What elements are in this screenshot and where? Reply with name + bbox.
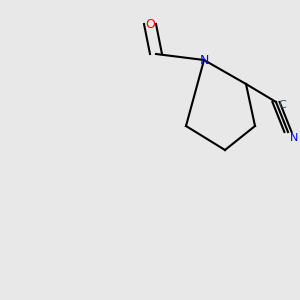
Text: C: C xyxy=(278,100,286,110)
Text: N: N xyxy=(199,53,209,67)
Text: N: N xyxy=(290,133,298,143)
Text: O: O xyxy=(145,17,155,31)
